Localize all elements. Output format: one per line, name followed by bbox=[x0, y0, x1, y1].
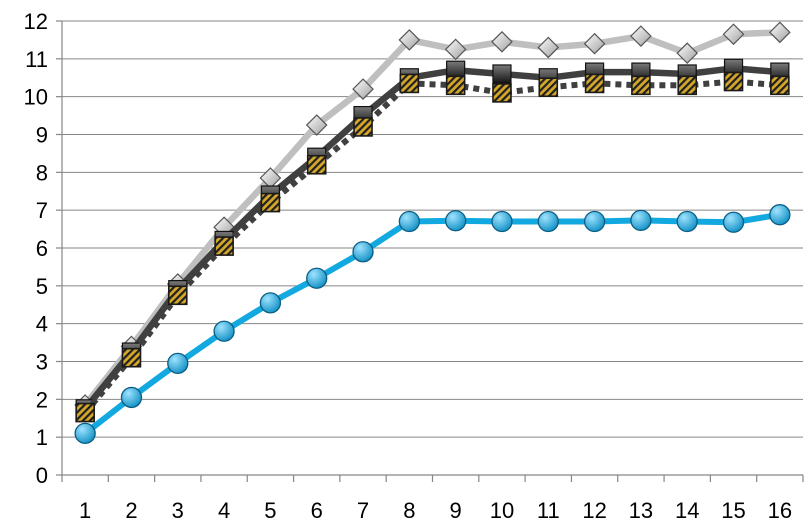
circle-marker bbox=[213, 320, 235, 342]
circle-marker bbox=[74, 422, 96, 445]
diamond-marker bbox=[722, 23, 745, 46]
circle-marker bbox=[352, 241, 374, 263]
y-tick-label: 1 bbox=[36, 425, 48, 450]
y-tick-label: 9 bbox=[36, 123, 48, 148]
series-layer bbox=[74, 21, 791, 445]
hatched-square-marker bbox=[121, 347, 142, 368]
circle-marker bbox=[120, 386, 143, 409]
series-line-dark-gray-square bbox=[82, 65, 781, 411]
hatched-square-marker bbox=[399, 73, 420, 94]
square-marker bbox=[492, 64, 512, 84]
hatched-square-marker bbox=[723, 71, 744, 92]
x-tick-label: 13 bbox=[629, 498, 653, 523]
circle-marker bbox=[398, 210, 420, 233]
diamond-marker bbox=[676, 42, 699, 65]
y-tick-label: 5 bbox=[36, 274, 48, 299]
circle-marker bbox=[306, 267, 328, 289]
hatched-square-marker bbox=[492, 83, 512, 103]
circle-marker bbox=[491, 210, 513, 233]
axes bbox=[56, 20, 804, 482]
y-tick-label: 12 bbox=[24, 9, 48, 34]
hatched-square-marker bbox=[584, 73, 605, 94]
hatched-square-marker bbox=[770, 75, 790, 96]
x-tick-label: 4 bbox=[218, 498, 230, 523]
circle-marker bbox=[630, 209, 652, 232]
x-tick-label: 14 bbox=[675, 498, 699, 523]
hatched-square-marker bbox=[167, 285, 188, 306]
hatched-square-marker bbox=[214, 236, 234, 256]
hatched-square-marker bbox=[353, 117, 373, 137]
y-tick-label: 7 bbox=[36, 198, 48, 223]
hatched-square-marker bbox=[677, 75, 698, 96]
y-tick-label: 11 bbox=[25, 47, 48, 72]
y-tick-label: 3 bbox=[36, 350, 48, 375]
x-tick-label: 2 bbox=[125, 498, 137, 523]
diamond-marker bbox=[398, 29, 421, 51]
circle-marker bbox=[537, 210, 559, 233]
diamond-marker bbox=[768, 21, 791, 44]
y-tick-label: 0 bbox=[36, 463, 48, 488]
series-line-light-gray-diamond bbox=[82, 29, 780, 408]
hatched-square-marker bbox=[631, 75, 651, 96]
circle-marker bbox=[676, 210, 698, 233]
diamond-marker bbox=[352, 78, 374, 100]
hatched-square-marker bbox=[538, 77, 559, 98]
y-tick-label: 2 bbox=[36, 387, 48, 412]
diamond-marker bbox=[491, 30, 513, 53]
x-tick-label: 16 bbox=[768, 498, 792, 523]
x-tick-label: 1 bbox=[79, 498, 91, 523]
circle-marker bbox=[722, 211, 745, 233]
x-tick-label: 15 bbox=[721, 498, 745, 523]
diamond-marker bbox=[537, 36, 560, 59]
x-tick-label: 11 bbox=[537, 498, 560, 523]
circle-marker bbox=[769, 204, 791, 226]
diamond-marker bbox=[630, 25, 652, 47]
x-tick-label: 12 bbox=[582, 498, 606, 523]
series-dotted-gold-square bbox=[75, 71, 790, 423]
y-tick-label: 8 bbox=[36, 160, 48, 185]
circle-marker bbox=[259, 292, 282, 314]
x-tick-label: 6 bbox=[311, 498, 323, 523]
y-tick-label: 6 bbox=[36, 236, 48, 261]
diamond-marker bbox=[305, 114, 328, 136]
hatched-square-marker bbox=[445, 75, 466, 96]
hatched-square-marker bbox=[260, 192, 281, 213]
x-tick-label: 9 bbox=[450, 498, 462, 523]
hatched-square-marker bbox=[306, 154, 327, 175]
x-tick-label: 5 bbox=[264, 498, 276, 523]
series-line-dotted-gold-square bbox=[82, 78, 781, 415]
y-tick-label: 10 bbox=[24, 85, 48, 110]
x-tick-label: 3 bbox=[172, 498, 184, 523]
circle-marker bbox=[167, 352, 189, 375]
diamond-marker bbox=[444, 38, 467, 61]
circle-marker bbox=[445, 210, 467, 232]
diamond-marker bbox=[583, 32, 606, 55]
hatched-square-marker bbox=[75, 402, 95, 423]
y-tick-label: 4 bbox=[36, 312, 48, 337]
series-blue-circle bbox=[74, 204, 791, 445]
x-tick-label: 10 bbox=[490, 498, 514, 523]
circle-marker bbox=[583, 210, 606, 233]
series-line-blue-circle bbox=[83, 211, 781, 436]
x-tick-label: 7 bbox=[357, 498, 369, 523]
x-tick-label: 8 bbox=[403, 498, 415, 523]
